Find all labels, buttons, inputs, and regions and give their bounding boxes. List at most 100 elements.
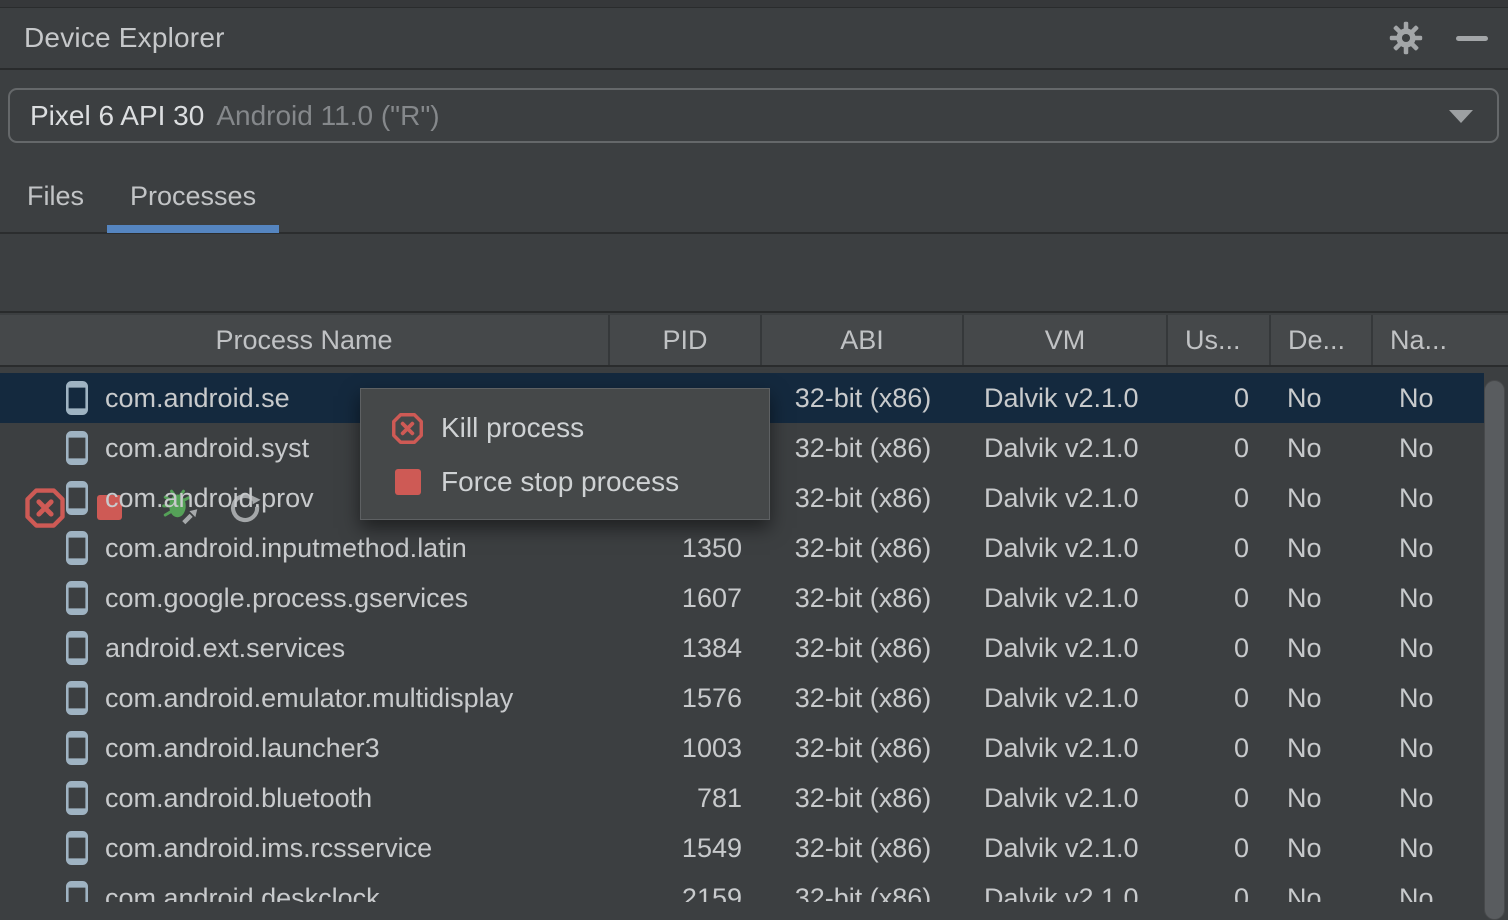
table-row[interactable]: com.google.process.gservices 1607 32-bit… [0, 573, 1508, 623]
process-vm: Dalvik v2.1.0 [984, 883, 1139, 902]
process-abi: 32-bit (x86) [794, 583, 932, 613]
column-header-pid[interactable]: PID [610, 315, 762, 365]
phone-icon [66, 581, 88, 615]
process-name: com.android.prov [105, 483, 314, 513]
menu-item-kill-process[interactable]: Kill process [361, 401, 769, 455]
process-pid: 1549 [681, 833, 742, 863]
process-debuggable: No [1287, 683, 1322, 713]
phone-icon [66, 631, 88, 665]
phone-icon [66, 481, 88, 515]
column-header-process-name[interactable]: Process Name [0, 315, 610, 365]
tab-processes[interactable]: Processes [107, 160, 280, 233]
process-debuggable: No [1287, 833, 1322, 863]
process-user: 0 [1233, 633, 1249, 663]
process-debuggable: No [1287, 783, 1322, 813]
device-name: Pixel 6 API 30 [30, 99, 205, 131]
process-name: com.android.launcher3 [105, 733, 380, 763]
table-row[interactable]: com.android.syst 32-bit (x86) Dalvik v2.… [0, 423, 1508, 473]
tab-files[interactable]: Files [27, 180, 85, 211]
process-debuggable: No [1287, 483, 1322, 513]
process-abi: 32-bit (x86) [794, 433, 932, 463]
device-selector[interactable]: Pixel 6 API 30 Android 11.0 ("R") [8, 88, 1499, 143]
scrollbar[interactable] [1484, 373, 1508, 920]
process-native: No [1399, 883, 1434, 902]
phone-icon [66, 381, 88, 415]
refresh-button[interactable] [226, 489, 264, 527]
process-pid: 1576 [681, 683, 742, 713]
process-debuggable: No [1287, 583, 1322, 613]
panel-top-edge [0, 0, 1508, 8]
table-row[interactable]: com.android.emulator.multidisplay 1576 3… [0, 673, 1508, 723]
process-user: 0 [1233, 883, 1249, 902]
process-pid: 2159 [681, 883, 742, 902]
table-row[interactable]: com.android.deskclock 2159 32-bit (x86) … [0, 873, 1508, 902]
process-debuggable: No [1287, 533, 1322, 563]
process-user: 0 [1233, 683, 1249, 713]
phone-icon [66, 681, 88, 715]
table-row[interactable]: com.android.bluetooth 781 32-bit (x86) D… [0, 773, 1508, 823]
chevron-down-icon [1449, 110, 1473, 123]
column-header-abi[interactable]: ABI [762, 315, 964, 365]
process-vm: Dalvik v2.1.0 [984, 483, 1139, 513]
refresh-icon [231, 493, 261, 523]
process-native: No [1399, 683, 1434, 713]
phone-icon [66, 831, 88, 865]
scrollbar-thumb[interactable] [1484, 380, 1505, 920]
process-table-body: com.android.se 1103 32-bit (x86) Dalvik … [0, 367, 1508, 902]
phone-icon [66, 431, 88, 465]
process-vm: Dalvik v2.1.0 [984, 683, 1139, 713]
menu-item-force-stop-process[interactable]: Force stop process [361, 455, 769, 509]
force-stop-icon [97, 495, 122, 520]
column-header-debuggable[interactable]: De... [1271, 315, 1373, 365]
column-header-native[interactable]: Na... [1390, 324, 1448, 355]
gear-icon[interactable] [1386, 18, 1426, 58]
process-abi: 32-bit (x86) [794, 783, 932, 813]
force-stop-button[interactable] [97, 495, 122, 520]
phone-icon [66, 781, 88, 815]
titlebar: Device Explorer [0, 8, 1508, 70]
process-name: android.ext.services [105, 633, 346, 663]
process-toolbar [0, 236, 1508, 528]
process-pid: 1003 [681, 733, 742, 763]
process-native: No [1399, 833, 1434, 863]
process-native: No [1399, 783, 1434, 813]
minimize-icon[interactable] [1452, 18, 1492, 58]
process-user: 0 [1233, 833, 1249, 863]
column-header-vm[interactable]: VM [964, 315, 1168, 365]
attach-debugger-button[interactable] [160, 487, 202, 529]
phone-icon [66, 531, 88, 565]
process-abi: 32-bit (x86) [794, 833, 932, 863]
process-vm: Dalvik v2.1.0 [984, 533, 1139, 563]
table-row[interactable]: com.android.prov 32-bit (x86) Dalvik v2.… [0, 473, 1508, 523]
process-debuggable: No [1287, 883, 1322, 902]
kill-process-icon [25, 488, 65, 528]
phone-icon [66, 881, 88, 902]
table-row[interactable]: com.android.inputmethod.latin 1350 32-bi… [0, 523, 1508, 573]
table-row[interactable]: com.android.ims.rcsservice 1549 32-bit (… [0, 823, 1508, 873]
page-title: Device Explorer [24, 22, 225, 53]
process-native: No [1399, 383, 1434, 413]
process-vm: Dalvik v2.1.0 [984, 833, 1139, 863]
process-native: No [1399, 483, 1434, 513]
process-vm: Dalvik v2.1.0 [984, 383, 1139, 413]
device-os-version: Android 11.0 ("R") [216, 99, 440, 131]
column-header-user[interactable]: Us... [1168, 315, 1271, 365]
process-user: 0 [1233, 783, 1249, 813]
process-name: com.android.ims.rcsservice [105, 833, 433, 863]
tab-bar: Files Processes [0, 160, 1508, 234]
kill-process-button[interactable] [24, 487, 66, 529]
process-name: com.android.bluetooth [105, 783, 373, 813]
process-native: No [1399, 533, 1434, 563]
process-native: No [1399, 633, 1434, 663]
process-name: com.android.emulator.multidisplay [105, 683, 514, 713]
table-row[interactable]: android.ext.services 1384 32-bit (x86) D… [0, 623, 1508, 673]
process-abi: 32-bit (x86) [794, 883, 932, 902]
process-vm: Dalvik v2.1.0 [984, 633, 1139, 663]
force-stop-icon [391, 469, 424, 495]
process-abi: 32-bit (x86) [794, 483, 932, 513]
process-pid: 781 [696, 783, 742, 813]
process-debuggable: No [1287, 633, 1322, 663]
table-row[interactable]: com.android.launcher3 1003 32-bit (x86) … [0, 723, 1508, 773]
process-vm: Dalvik v2.1.0 [984, 783, 1139, 813]
process-user: 0 [1233, 733, 1249, 763]
